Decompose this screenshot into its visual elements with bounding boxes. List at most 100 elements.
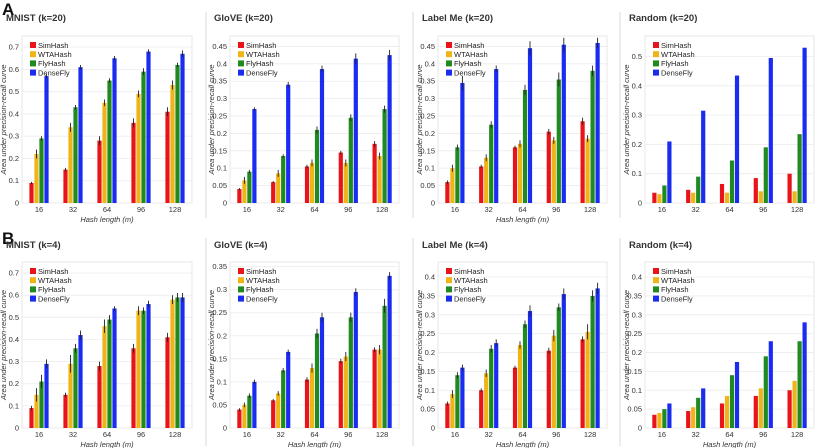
bar-wtahash — [792, 191, 797, 203]
y-tick-label: 0.05 — [212, 181, 227, 190]
bar-flyhash — [696, 176, 701, 203]
x-axis-label: Hash length (m) — [80, 440, 134, 448]
legend-swatch — [238, 295, 244, 302]
panel-title: Label Me (k=4) — [422, 240, 488, 251]
row-label-b: B — [2, 229, 14, 248]
x-tick-label: 64 — [518, 205, 526, 214]
bar-densefly — [734, 361, 740, 428]
bar-densefly — [802, 47, 807, 203]
bar-flyhash — [39, 138, 44, 203]
bar-simhash — [479, 390, 484, 428]
bar-simhash — [237, 409, 242, 428]
y-tick-label: 0.7 — [9, 269, 19, 278]
bar-densefly — [146, 304, 151, 428]
x-tick-label: 64 — [103, 205, 111, 214]
x-axis-label: Hash length (m) — [80, 215, 134, 224]
y-tick-label: 0.2 — [217, 331, 227, 340]
legend-label: SimHash — [454, 41, 484, 50]
legend-swatch — [653, 69, 659, 76]
plot-area — [21, 35, 193, 204]
x-tick-label: 16 — [243, 430, 251, 439]
bar-wtahash — [484, 157, 489, 203]
bar-densefly — [319, 317, 325, 428]
bar-wtahash — [517, 143, 523, 203]
y-tick-label: 0.1 — [9, 401, 19, 410]
bar-simhash — [719, 403, 725, 428]
y-tick-label: 0.2 — [425, 348, 435, 357]
bar-densefly — [180, 53, 185, 204]
bar-densefly — [387, 55, 392, 203]
bar-simhash — [787, 390, 792, 428]
x-tick-label: 128 — [169, 430, 182, 439]
x-axis-label: Hash length (m) — [288, 440, 342, 448]
legend-label: FlyHash — [661, 285, 689, 294]
bar-flyhash — [489, 124, 494, 203]
legend-label: FlyHash — [38, 285, 66, 294]
legend-swatch — [30, 277, 36, 284]
x-axis-label: Hash length (m) — [496, 215, 550, 224]
legend-label: FlyHash — [454, 285, 482, 294]
x-tick-label: 64 — [103, 430, 111, 439]
bar-densefly — [768, 57, 773, 204]
bar-densefly — [146, 51, 151, 203]
x-tick-label: 32 — [69, 430, 77, 439]
bar-wtahash — [242, 404, 247, 428]
bar-wtahash — [170, 299, 175, 428]
x-tick-label: 16 — [658, 205, 666, 214]
legend-label: DenseFly — [454, 68, 486, 77]
legend-swatch — [238, 268, 244, 274]
bar-wtahash — [102, 326, 107, 428]
x-tick-label: 128 — [169, 205, 182, 214]
x-tick-label: 32 — [69, 205, 77, 214]
bar-densefly — [78, 335, 83, 428]
bar-simhash — [580, 339, 585, 428]
bar-flyhash — [662, 409, 667, 428]
legend-label: SimHash — [38, 267, 68, 276]
bar-flyhash — [348, 117, 353, 203]
y-tick-label: 0.3 — [217, 285, 227, 294]
y-tick-label: 0.2 — [632, 140, 642, 149]
y-tick-label: 0.2 — [9, 154, 19, 163]
x-tick-label: 128 — [584, 205, 597, 214]
bar-wtahash — [102, 102, 107, 203]
bar-densefly — [286, 84, 291, 203]
bar-simhash — [719, 183, 725, 203]
legend-label: FlyHash — [454, 59, 482, 68]
panel-title: MNIST (k=20) — [6, 13, 66, 24]
y-tick-label: 0.1 — [425, 164, 435, 173]
legend-label: FlyHash — [661, 59, 689, 68]
bar-simhash — [131, 348, 136, 428]
bar-flyhash — [141, 310, 146, 428]
bar-wtahash — [657, 412, 662, 428]
y-tick-label: 0.4 — [425, 59, 435, 68]
y-tick-label: 0.25 — [212, 308, 227, 317]
y-tick-label: 0 — [223, 199, 227, 208]
x-tick-label: 64 — [518, 430, 526, 439]
bar-simhash — [580, 121, 585, 203]
bar-flyhash — [247, 171, 252, 203]
bar-wtahash — [657, 194, 662, 203]
y-tick-label: 0 — [15, 199, 19, 208]
bar-simhash — [652, 414, 657, 428]
bar-flyhash — [522, 89, 528, 203]
bar-flyhash — [797, 341, 802, 428]
bar-simhash — [338, 361, 343, 428]
panel-1: 0 0.1 0.2 0.3 0.4 0.5 0.6 0.7 MNIST (k=20) Area u… — [0, 13, 193, 224]
bar-wtahash — [517, 345, 523, 428]
bar-simhash — [338, 152, 343, 203]
bar-wtahash — [724, 395, 730, 428]
legend-swatch — [653, 268, 659, 274]
bar-simhash — [304, 379, 310, 428]
bar-wtahash — [136, 93, 141, 203]
bar-wtahash — [68, 363, 73, 428]
y-tick-label: 0.3 — [217, 94, 227, 103]
bar-wtahash — [551, 335, 556, 428]
y-tick-label: 0.15 — [212, 146, 227, 155]
bar-flyhash — [729, 160, 735, 203]
bar-simhash — [63, 394, 68, 428]
bar-flyhash — [522, 324, 528, 428]
bar-flyhash — [729, 375, 735, 428]
y-tick-label: 0.2 — [632, 348, 642, 357]
panel-2: 0 0.05 0.1 0.15 0.2 0.25 0.3 0.35 0.4 0.45 GloVE (… — [207, 13, 400, 214]
bar-simhash — [29, 182, 34, 203]
